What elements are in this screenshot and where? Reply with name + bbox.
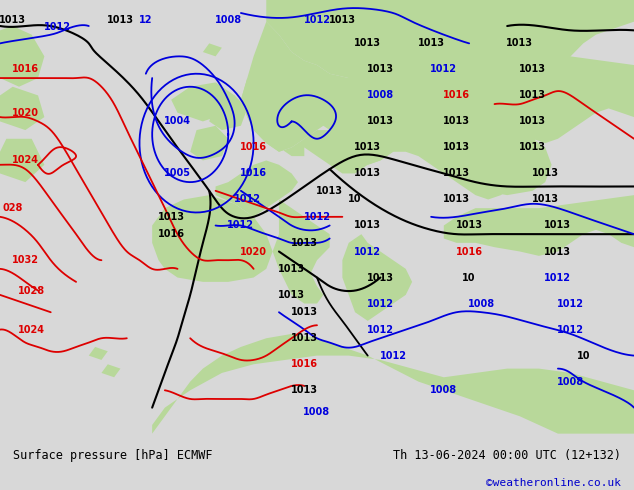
- Text: 1013: 1013: [545, 220, 571, 230]
- Polygon shape: [216, 160, 298, 217]
- Text: 1012: 1012: [430, 64, 457, 74]
- Text: 1013: 1013: [107, 15, 134, 24]
- Text: 1013: 1013: [316, 186, 343, 196]
- Text: 1013: 1013: [443, 195, 470, 204]
- Text: 1013: 1013: [291, 238, 318, 248]
- Text: 1016: 1016: [443, 90, 470, 100]
- Text: 1013: 1013: [158, 212, 184, 222]
- Text: 1013: 1013: [0, 15, 26, 24]
- Text: 10: 10: [462, 272, 476, 283]
- Text: 1013: 1013: [519, 90, 546, 100]
- Text: 1013: 1013: [532, 169, 559, 178]
- Text: 1020: 1020: [12, 108, 39, 118]
- Polygon shape: [273, 199, 330, 304]
- Text: 1012: 1012: [557, 324, 584, 335]
- Text: 10: 10: [576, 350, 590, 361]
- Text: 1020: 1020: [240, 246, 267, 257]
- Text: 1013: 1013: [291, 385, 318, 395]
- Text: 1005: 1005: [164, 169, 191, 178]
- Text: 1004: 1004: [164, 117, 191, 126]
- Text: 1012: 1012: [354, 246, 381, 257]
- Text: 1013: 1013: [354, 38, 381, 49]
- Text: 1016: 1016: [456, 246, 482, 257]
- Text: 1012: 1012: [557, 298, 584, 309]
- Polygon shape: [444, 195, 634, 256]
- Text: 1008: 1008: [557, 377, 584, 387]
- Text: 1013: 1013: [443, 169, 470, 178]
- Text: 1013: 1013: [278, 290, 305, 300]
- Polygon shape: [241, 22, 368, 152]
- Text: 1016: 1016: [12, 64, 39, 74]
- Text: 1012: 1012: [367, 298, 394, 309]
- Text: 1028: 1028: [18, 286, 45, 295]
- Polygon shape: [342, 234, 412, 321]
- Polygon shape: [209, 96, 247, 130]
- Text: 1013: 1013: [278, 264, 305, 274]
- Polygon shape: [190, 126, 228, 160]
- Text: 1013: 1013: [545, 246, 571, 257]
- Text: 1032: 1032: [12, 255, 39, 265]
- Text: 1013: 1013: [443, 117, 470, 126]
- Text: 1008: 1008: [304, 407, 330, 417]
- Text: 1013: 1013: [507, 38, 533, 49]
- Text: 1013: 1013: [519, 143, 546, 152]
- Polygon shape: [0, 139, 44, 182]
- Text: 1024: 1024: [18, 324, 45, 335]
- Polygon shape: [152, 195, 273, 282]
- Text: 1012: 1012: [545, 272, 571, 283]
- Polygon shape: [0, 26, 44, 87]
- Text: 1024: 1024: [12, 155, 39, 166]
- Polygon shape: [89, 347, 108, 360]
- Text: 1013: 1013: [291, 307, 318, 317]
- Text: Surface pressure [hPa] ECMWF: Surface pressure [hPa] ECMWF: [13, 448, 212, 462]
- Text: 1008: 1008: [367, 90, 394, 100]
- Text: 1013: 1013: [367, 272, 394, 283]
- Text: 1012: 1012: [228, 220, 254, 230]
- Text: 1016: 1016: [240, 143, 267, 152]
- Text: 1012: 1012: [234, 195, 261, 204]
- Text: 1013: 1013: [532, 195, 559, 204]
- Text: 1016: 1016: [240, 169, 267, 178]
- Polygon shape: [463, 122, 552, 195]
- Polygon shape: [241, 0, 634, 199]
- Text: 1008: 1008: [215, 15, 242, 24]
- Text: 1016: 1016: [158, 229, 184, 239]
- Text: 12: 12: [139, 15, 153, 24]
- Polygon shape: [101, 364, 120, 377]
- Polygon shape: [203, 44, 222, 56]
- Text: 1013: 1013: [456, 220, 482, 230]
- Polygon shape: [171, 82, 235, 122]
- Polygon shape: [317, 78, 412, 165]
- Text: 10: 10: [348, 195, 362, 204]
- Text: 1013: 1013: [354, 143, 381, 152]
- Text: 1012: 1012: [44, 22, 70, 32]
- Text: 1013: 1013: [367, 64, 394, 74]
- Text: 1013: 1013: [354, 169, 381, 178]
- Text: 1013: 1013: [367, 117, 394, 126]
- Text: 1013: 1013: [519, 117, 546, 126]
- Text: ©weatheronline.co.uk: ©weatheronline.co.uk: [486, 478, 621, 488]
- Text: 1013: 1013: [443, 143, 470, 152]
- Text: 1013: 1013: [329, 15, 356, 24]
- Text: 1012: 1012: [304, 212, 330, 222]
- Text: 1012: 1012: [367, 324, 394, 335]
- Text: 1013: 1013: [291, 333, 318, 343]
- Text: 1013: 1013: [418, 38, 444, 49]
- Text: 1008: 1008: [469, 298, 495, 309]
- Polygon shape: [152, 334, 634, 434]
- Text: 1008: 1008: [430, 385, 457, 395]
- Text: 1016: 1016: [291, 359, 318, 369]
- Text: 1013: 1013: [519, 64, 546, 74]
- Text: 1012: 1012: [380, 350, 406, 361]
- Polygon shape: [0, 87, 44, 130]
- Text: 1013: 1013: [354, 220, 381, 230]
- Text: Th 13-06-2024 00:00 UTC (12+132): Th 13-06-2024 00:00 UTC (12+132): [393, 448, 621, 462]
- Text: 1012: 1012: [304, 15, 330, 24]
- Polygon shape: [495, 56, 634, 143]
- Text: 028: 028: [3, 203, 23, 213]
